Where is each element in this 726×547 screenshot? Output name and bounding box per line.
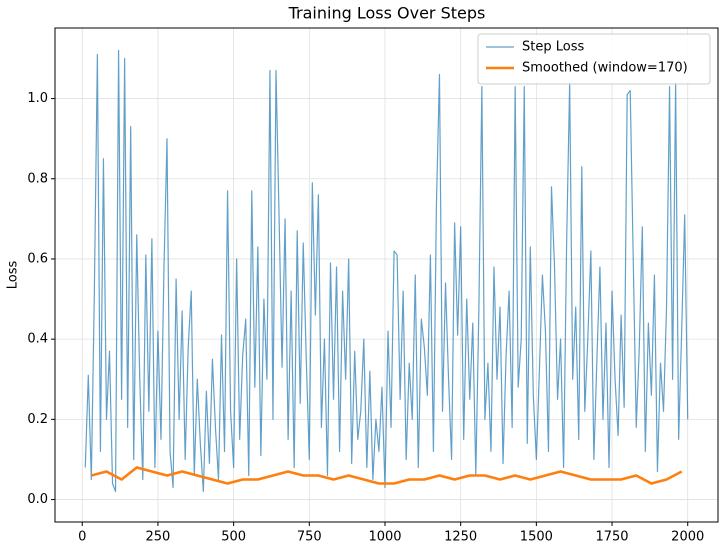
legend-label: Step Loss (522, 40, 584, 55)
x-tick-label: 1000 (368, 530, 401, 545)
x-tick-label: 2000 (671, 530, 704, 545)
plot-frame (54, 27, 719, 523)
series-line (84, 49, 689, 493)
x-tick-label: 1750 (595, 530, 628, 545)
x-tick-label: 250 (146, 530, 171, 545)
legend-box (477, 33, 711, 85)
y-axis-label: Loss (6, 261, 21, 290)
y-tick-label: 0.6 (27, 251, 48, 266)
x-tick-label: 1250 (444, 530, 477, 545)
series-line (90, 466, 683, 485)
y-tick-label: 0.4 (27, 332, 48, 347)
x-tick-label: 500 (221, 530, 246, 545)
x-tick-label: 750 (297, 530, 322, 545)
y-tick-label: 0.2 (27, 412, 48, 427)
y-tick-label: 1.0 (27, 91, 48, 106)
x-tick-label: 1500 (520, 530, 553, 545)
x-tick-label: 0 (78, 530, 86, 545)
legend-label: Smoothed (window=170) (522, 61, 688, 76)
y-tick-label: 0.0 (27, 492, 48, 507)
legend: Step Loss Smoothed (window=170) (477, 33, 711, 85)
chart-title: Training Loss Over Steps (288, 4, 486, 23)
y-tick-label: 0.8 (27, 171, 48, 186)
